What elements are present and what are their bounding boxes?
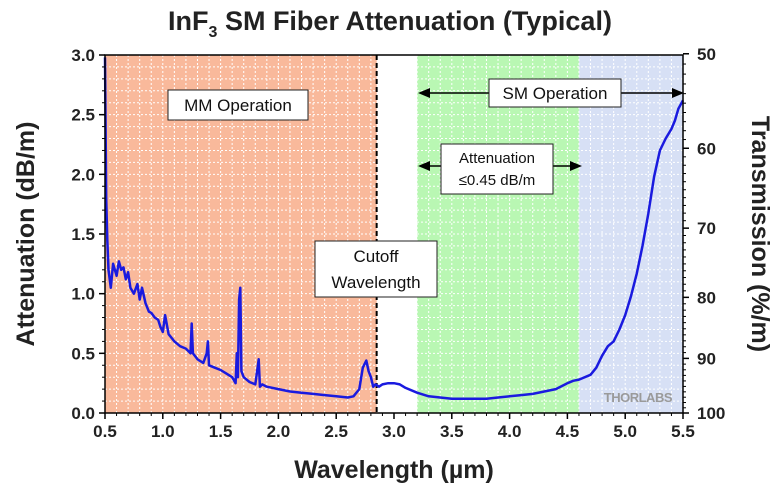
y2-tick-label: 80 <box>697 288 716 307</box>
x-tick-label: 5.5 <box>671 422 695 441</box>
y2-tick-label: 60 <box>697 139 716 158</box>
y-axis-ticks: 0.0 0.5 1.0 1.5 2.0 2.5 3.0 <box>71 46 105 423</box>
sm-arrow-left-head <box>418 88 430 98</box>
y-axis-label: Attenuation (dB/m) <box>12 122 40 347</box>
sm-operation-box <box>488 78 622 108</box>
y2-tick-label: 50 <box>697 45 716 64</box>
x-tick-label: 3.5 <box>440 422 464 441</box>
y2-tick-label: 70 <box>697 219 716 238</box>
attenuation-label-line2: ≤0.45 dB/m <box>459 172 536 189</box>
x-tick-label: 2.5 <box>324 422 348 441</box>
y-tick-label: 0.0 <box>71 404 95 423</box>
y-tick-label: 1.5 <box>71 225 95 244</box>
y-tick-label: 2.5 <box>71 106 95 125</box>
x-tick-label: 4.0 <box>498 422 522 441</box>
attenuation-box <box>440 143 554 195</box>
x-tick-label: 3.0 <box>382 422 406 441</box>
x-axis-label: Wavelength (µm) <box>294 456 494 484</box>
x-tick-label: 1.0 <box>151 422 175 441</box>
chart-title-rest: SM Fiber Attenuation (Typical) <box>217 6 612 36</box>
chart-title-main: InF <box>168 6 209 36</box>
cutoff-box <box>314 240 438 298</box>
attenuation-label-line1: Attenuation <box>459 150 535 167</box>
y-tick-label: 2.0 <box>71 165 95 184</box>
mm-operation-box <box>167 89 309 121</box>
cutoff-label-line2: Wavelength <box>331 273 420 292</box>
attenuation-curve <box>103 57 685 400</box>
y2-axis-ticks: 50 60 70 80 90 100 <box>683 45 725 423</box>
x-tick-label: 1.5 <box>209 422 233 441</box>
y2-axis-label: Transmission (%/m) <box>746 116 774 352</box>
y-tick-label: 1.0 <box>71 285 95 304</box>
sm-arrow-right-head <box>672 88 684 98</box>
cutoff-label-line1: Cutoff <box>353 247 398 266</box>
x-tick-label: 2.0 <box>267 422 291 441</box>
x-tick-label: 5.0 <box>613 422 637 441</box>
x-tick-label: 0.5 <box>93 422 117 441</box>
mm-operation-label: MM Operation <box>184 96 292 115</box>
y-tick-label: 3.0 <box>71 46 95 65</box>
chart-title-subscript: 3 <box>209 24 218 41</box>
attenuation-arrow-right-head <box>570 161 582 171</box>
chart-title: InF3 SM Fiber Attenuation (Typical) <box>168 6 612 41</box>
y2-tick-label: 100 <box>697 404 725 423</box>
thorlabs-watermark: THORLABS <box>604 390 673 405</box>
x-tick-label: 4.5 <box>556 422 580 441</box>
sm-operation-label: SM Operation <box>503 84 608 103</box>
attenuation-arrow-left-head <box>418 161 430 171</box>
y2-tick-label: 90 <box>697 349 716 368</box>
x-axis-ticks: 0.5 1.0 1.5 2.0 2.5 3.0 3.5 4.0 4.5 5.0 5.5 <box>93 413 695 441</box>
y-tick-label: 0.5 <box>71 344 95 363</box>
